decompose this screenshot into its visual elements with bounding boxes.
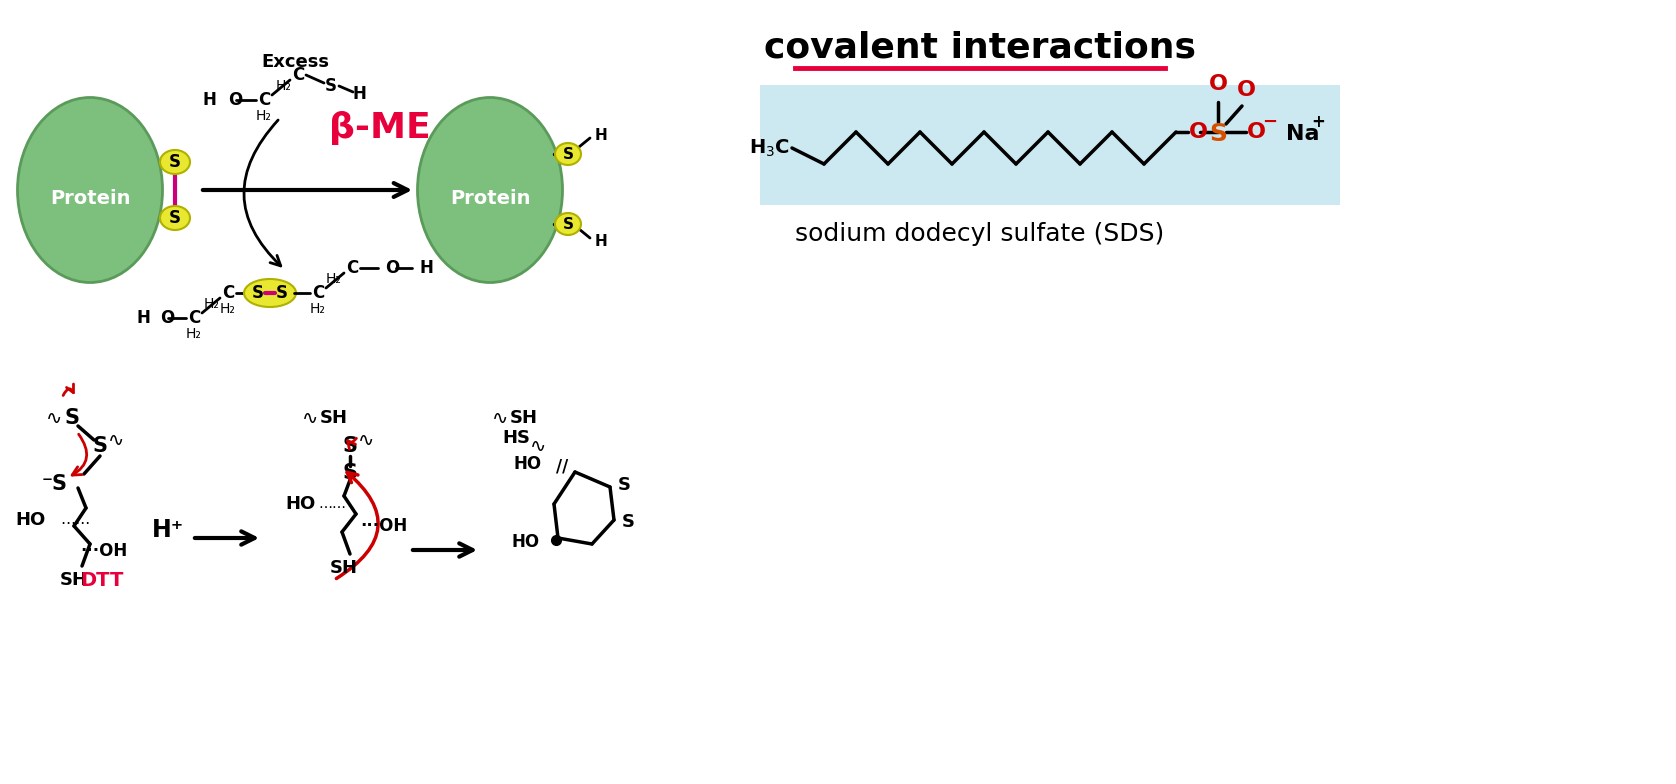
Text: ∿: ∿ bbox=[357, 430, 374, 449]
Text: H: H bbox=[203, 91, 216, 109]
Text: O: O bbox=[228, 91, 243, 109]
Text: H: H bbox=[595, 234, 608, 249]
Text: +: + bbox=[1311, 113, 1324, 131]
Text: H₂: H₂ bbox=[186, 327, 201, 341]
Text: HO: HO bbox=[515, 455, 541, 473]
Text: S: S bbox=[325, 77, 337, 95]
Text: O: O bbox=[1188, 122, 1208, 142]
Text: O: O bbox=[385, 259, 399, 277]
Text: C: C bbox=[188, 309, 199, 327]
Text: O: O bbox=[1237, 80, 1255, 100]
Text: Protein: Protein bbox=[50, 188, 131, 208]
Text: O: O bbox=[1208, 74, 1227, 94]
Text: ……: …… bbox=[318, 497, 345, 511]
Text: S: S bbox=[169, 209, 181, 227]
Ellipse shape bbox=[555, 213, 582, 235]
Text: O: O bbox=[159, 309, 174, 327]
Text: sodium dodecyl sulfate (SDS): sodium dodecyl sulfate (SDS) bbox=[796, 222, 1165, 246]
Text: C: C bbox=[345, 259, 359, 277]
Text: SH: SH bbox=[320, 409, 349, 427]
Text: ∿: ∿ bbox=[491, 408, 508, 427]
Text: H: H bbox=[352, 85, 365, 103]
Text: Na: Na bbox=[1285, 124, 1319, 144]
Text: C: C bbox=[258, 91, 270, 109]
Text: Protein: Protein bbox=[449, 188, 530, 208]
Text: H: H bbox=[419, 259, 432, 277]
Text: H: H bbox=[595, 128, 608, 143]
Text: HO: HO bbox=[15, 511, 45, 529]
Text: ···OH: ···OH bbox=[360, 517, 407, 535]
Text: covalent interactions: covalent interactions bbox=[764, 30, 1197, 64]
Text: ⁻S: ⁻S bbox=[42, 474, 69, 494]
Ellipse shape bbox=[159, 206, 189, 230]
Text: //: // bbox=[556, 457, 568, 475]
Text: DTT: DTT bbox=[80, 571, 124, 590]
Text: SH: SH bbox=[60, 571, 89, 589]
Text: HO: HO bbox=[511, 533, 540, 551]
Ellipse shape bbox=[555, 143, 582, 165]
Text: H₂: H₂ bbox=[327, 272, 342, 286]
Text: H⁺: H⁺ bbox=[153, 518, 184, 542]
Text: ……: …… bbox=[60, 513, 91, 528]
Text: ∿: ∿ bbox=[530, 437, 546, 456]
Text: C: C bbox=[312, 284, 323, 302]
Text: ∿: ∿ bbox=[107, 430, 124, 449]
Text: S: S bbox=[169, 153, 181, 171]
Bar bbox=[759, 85, 1341, 205]
Text: ···OH: ···OH bbox=[80, 542, 127, 560]
Text: O: O bbox=[1247, 122, 1265, 142]
Text: S: S bbox=[618, 476, 630, 494]
Text: S: S bbox=[277, 284, 288, 302]
Text: H₂: H₂ bbox=[220, 302, 236, 316]
Text: H₂: H₂ bbox=[204, 297, 220, 311]
Text: HO: HO bbox=[285, 495, 317, 513]
Text: S: S bbox=[1208, 122, 1227, 146]
Text: Excess: Excess bbox=[261, 53, 328, 71]
Text: C: C bbox=[292, 66, 303, 84]
Text: S: S bbox=[622, 513, 635, 531]
Ellipse shape bbox=[417, 97, 563, 282]
Text: H$_3$C: H$_3$C bbox=[749, 137, 789, 158]
Text: S: S bbox=[251, 284, 265, 302]
Text: S: S bbox=[342, 463, 357, 483]
Text: β-ME: β-ME bbox=[328, 111, 431, 145]
Ellipse shape bbox=[17, 97, 163, 282]
Text: H₂: H₂ bbox=[310, 302, 325, 316]
Text: H: H bbox=[136, 309, 149, 327]
Text: H₂: H₂ bbox=[277, 79, 292, 93]
Text: ∿: ∿ bbox=[302, 408, 318, 427]
Text: HS: HS bbox=[503, 429, 530, 447]
Text: SH: SH bbox=[330, 559, 359, 577]
Text: H₂: H₂ bbox=[256, 109, 272, 123]
Text: S: S bbox=[92, 436, 107, 456]
Text: S: S bbox=[563, 147, 573, 162]
Text: ∿: ∿ bbox=[45, 408, 62, 427]
Text: S: S bbox=[342, 436, 357, 456]
Text: C: C bbox=[221, 284, 235, 302]
Text: S: S bbox=[64, 408, 79, 428]
Text: SH: SH bbox=[510, 409, 538, 427]
Text: −: − bbox=[1262, 113, 1277, 131]
Ellipse shape bbox=[159, 150, 189, 174]
Text: S: S bbox=[563, 216, 573, 231]
Ellipse shape bbox=[245, 279, 297, 307]
